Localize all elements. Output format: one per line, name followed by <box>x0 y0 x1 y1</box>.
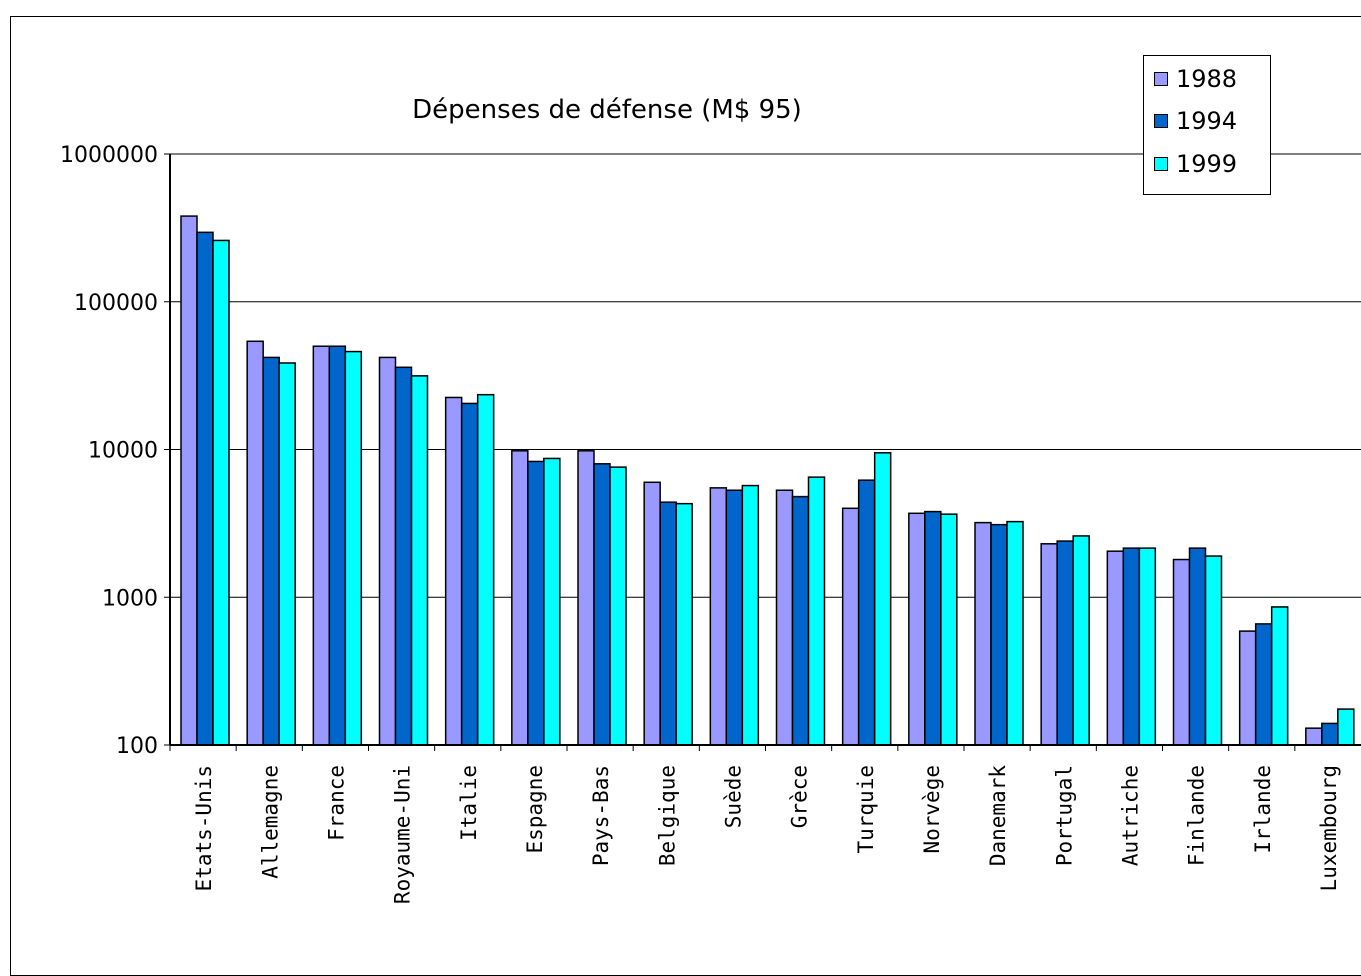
bar-1999 <box>476 393 495 746</box>
x-axis-labels: Etats-Unis Allemagne France Royaume-Uni Ital… <box>169 745 1341 904</box>
bar-1999 <box>344 350 363 746</box>
x-tick-label: Suède <box>721 765 745 828</box>
bar-1994 <box>990 523 1008 746</box>
bar-1994 <box>1321 722 1339 746</box>
bar-1994 <box>328 345 347 746</box>
bar-1988 <box>1305 727 1323 746</box>
x-tick-label: Portugal <box>1052 765 1076 866</box>
bar-1988 <box>378 356 397 746</box>
bar-1994 <box>1122 547 1141 746</box>
bar-1994 <box>460 402 479 746</box>
bar-1999 <box>212 239 230 746</box>
bar-1994 <box>394 366 413 746</box>
bar-1999 <box>873 452 892 746</box>
bar-1999 <box>1006 520 1024 746</box>
y-tick-label: 100 <box>116 734 158 759</box>
bar-1999 <box>1138 547 1157 746</box>
bar-1988 <box>444 396 463 746</box>
bar-1994 <box>1188 547 1207 746</box>
x-tick-label: Italie <box>457 765 481 841</box>
x-tick-label: Finlande <box>1185 765 1209 866</box>
bar-1999 <box>675 502 693 746</box>
bar-1994 <box>924 510 942 746</box>
bar-1999 <box>609 466 627 746</box>
bar-1994 <box>593 463 611 746</box>
legend-swatch-1999 <box>1154 157 1168 171</box>
legend-swatch-1994 <box>1154 114 1168 128</box>
y-tick-label: 100000 <box>74 291 158 316</box>
legend: 1988 1994 1999 <box>1143 55 1271 195</box>
bar-1988 <box>841 507 860 746</box>
x-tick-label: Pays-Bas <box>589 765 613 866</box>
bar-1988 <box>312 345 331 746</box>
x-tick-label: Turquie <box>854 765 878 854</box>
bar-1999 <box>278 362 296 746</box>
bar-1988 <box>1106 550 1125 746</box>
x-tick-label: Espagne <box>523 765 547 854</box>
x-tick-label: Etats-Unis <box>192 765 216 891</box>
legend-item-1988: 1988 <box>1154 64 1237 94</box>
bar-1988 <box>511 450 529 746</box>
bar-1988 <box>180 215 198 746</box>
bar-1988 <box>246 340 264 746</box>
bar-1988 <box>1040 543 1058 746</box>
bar-1988 <box>643 481 661 746</box>
legend-item-1994: 1994 <box>1154 106 1237 136</box>
legend-swatch-1988 <box>1154 72 1168 86</box>
bar-1988 <box>1238 630 1257 746</box>
bar-1994 <box>725 489 744 746</box>
bar-1999 <box>1072 535 1090 746</box>
bar-1999 <box>1270 606 1289 746</box>
bar-1994 <box>527 460 545 746</box>
bar-1999 <box>543 457 561 746</box>
bar-1988 <box>709 487 728 746</box>
legend-label-1988: 1988 <box>1176 65 1238 93</box>
y-tick-label: 1000000 <box>60 143 158 168</box>
bar-1999 <box>1337 708 1355 746</box>
axes <box>169 154 1361 746</box>
bar-1999 <box>1204 555 1223 746</box>
bar-1994 <box>262 356 280 746</box>
x-tick-label: Autriche <box>1118 765 1142 866</box>
bar-1994 <box>1056 540 1074 746</box>
legend-label-1994: 1994 <box>1176 107 1238 135</box>
bar-1999 <box>940 513 958 746</box>
bar-1988 <box>1172 558 1191 746</box>
x-tick-label: Luxembourg <box>1317 765 1341 891</box>
bar-1994 <box>791 495 810 746</box>
bar-1994 <box>196 231 214 746</box>
bar-1999 <box>807 476 826 746</box>
y-tick-label: 10000 <box>88 439 158 464</box>
legend-item-1999: 1999 <box>1154 149 1237 179</box>
x-tick-label: Allemagne <box>258 765 282 879</box>
bars <box>180 215 1355 746</box>
bar-1988 <box>974 521 992 746</box>
bar-1999 <box>741 484 760 746</box>
bar-1994 <box>1254 623 1273 746</box>
bar-1999 <box>410 375 429 746</box>
chart-title: Dépenses de défense (M$ 95) <box>412 95 802 125</box>
bar-1988 <box>577 450 595 746</box>
legend-label-1999: 1999 <box>1176 150 1238 178</box>
bar-1988 <box>775 489 794 746</box>
y-axis-ticks: 100 1000 10000 100000 1000000 <box>60 143 170 759</box>
bar-1994 <box>857 479 876 746</box>
x-tick-label: Irlande <box>1251 765 1275 854</box>
y-tick-label: 1000 <box>102 586 158 611</box>
x-tick-label: France <box>324 765 348 841</box>
x-tick-label: Norvège <box>920 765 944 854</box>
bar-1994 <box>659 501 677 746</box>
x-tick-label: Belgique <box>655 765 679 866</box>
x-tick-label: Royaume-Uni <box>391 765 415 904</box>
bar-1988 <box>908 512 926 746</box>
x-tick-label: Danemark <box>986 765 1010 867</box>
x-tick-label: Grèce <box>788 765 812 828</box>
